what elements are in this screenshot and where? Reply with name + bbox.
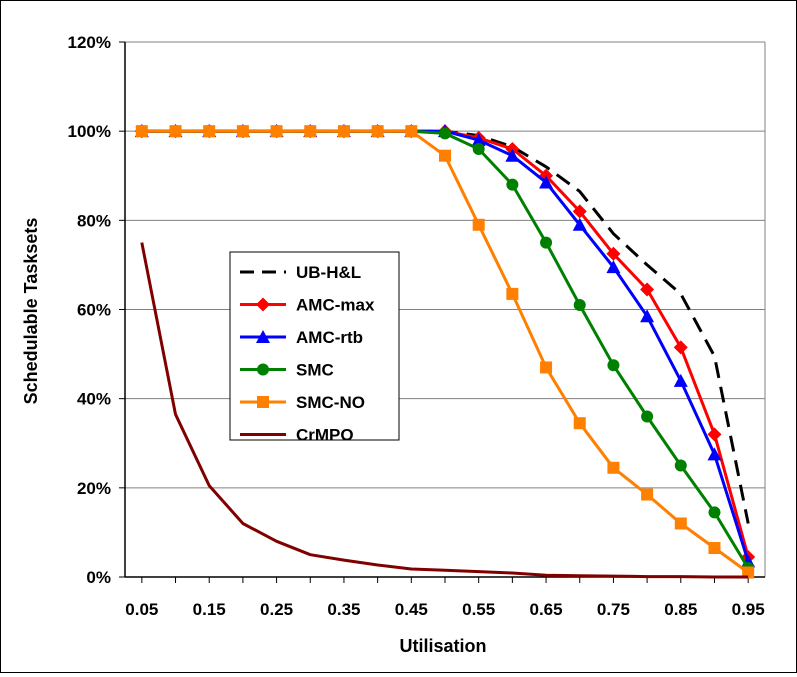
- data-point-square: [607, 461, 620, 474]
- data-point-square: [203, 125, 216, 138]
- legend-label: CrMPO: [296, 426, 354, 445]
- data-point-square: [641, 488, 654, 501]
- data-point-diamond: [606, 246, 621, 261]
- legend-label: UB-H&L: [296, 263, 361, 282]
- data-point-square: [540, 361, 553, 374]
- legend-entry: CrMPO: [240, 426, 354, 445]
- data-point-square: [506, 287, 519, 300]
- data-point-circle: [674, 459, 687, 472]
- x-tick-label: 0.05: [125, 600, 158, 619]
- x-tick-label: 0.65: [530, 600, 563, 619]
- data-point-square: [304, 125, 317, 138]
- data-point-circle: [607, 359, 620, 372]
- data-point-circle: [708, 506, 721, 519]
- data-point-square: [135, 125, 148, 138]
- data-point-triangle: [707, 447, 722, 461]
- data-point-triangle: [539, 175, 554, 189]
- x-tick-label: 0.25: [260, 600, 293, 619]
- axes: 0% 20% 40% 60% 80% 100% 120% 0.05 0.15 0.25 0.35 0.…: [68, 33, 765, 619]
- data-point-diamond: [707, 427, 722, 442]
- data-point-square: [708, 542, 721, 555]
- y-tick-label: 60%: [77, 301, 111, 320]
- legend-entry: SMC: [240, 361, 334, 380]
- legend-label: AMC-max: [296, 296, 375, 315]
- data-point-triangle: [673, 373, 688, 387]
- data-point-circle: [506, 178, 519, 191]
- data-point-diamond: [640, 282, 655, 297]
- legend-entry: UB-H&L: [240, 263, 361, 282]
- x-tick-label: 0.85: [664, 600, 697, 619]
- data-point-triangle: [471, 133, 486, 147]
- x-tick-label: 0.45: [395, 600, 428, 619]
- y-axis-title: Schedulable Tasksets: [21, 218, 41, 405]
- y-tick-label: 80%: [77, 211, 111, 230]
- data-point-square: [236, 125, 249, 138]
- data-point-triangle: [505, 148, 520, 162]
- data-point-circle: [540, 236, 553, 249]
- series-amc-rtb: [134, 124, 756, 568]
- y-tick-label: 100%: [68, 122, 111, 141]
- series-layer: [134, 124, 756, 579]
- data-point-circle: [573, 299, 586, 312]
- data-point-square: [257, 396, 269, 408]
- data-point-square: [169, 125, 182, 138]
- data-point-square: [405, 125, 418, 138]
- data-point-square: [674, 517, 687, 530]
- x-tick-label: 0.15: [193, 600, 226, 619]
- data-point-diamond: [572, 204, 587, 219]
- data-point-triangle: [256, 330, 270, 343]
- series-crmpo: [140, 242, 749, 579]
- data-point-square: [439, 149, 451, 162]
- data-point-diamond: [673, 340, 688, 355]
- data-point-triangle: [606, 260, 621, 274]
- x-axis-title: Utilisation: [399, 636, 486, 656]
- legend-label: SMC-NO: [296, 393, 365, 412]
- data-point-diamond: [256, 297, 270, 312]
- legend: UB-H&L AMC-max AMC-rtb SMC SMC-NO CrMPO: [229, 251, 400, 445]
- data-point-square: [371, 125, 384, 138]
- y-tick-label: 0%: [86, 568, 111, 587]
- data-point-circle: [641, 410, 654, 423]
- data-point-triangle: [572, 217, 587, 231]
- legend-label: AMC-rtb: [296, 328, 363, 347]
- data-point-square: [270, 125, 283, 138]
- legend-box: [229, 251, 400, 441]
- y-tick-label: 20%: [77, 479, 111, 498]
- y-tick-label: 120%: [68, 33, 111, 52]
- legend-entry: AMC-rtb: [240, 328, 363, 347]
- x-tick-label: 0.75: [597, 600, 630, 619]
- data-point-square: [573, 417, 586, 430]
- x-tick-label: 0.35: [327, 600, 360, 619]
- x-tick-label: 0.55: [462, 600, 495, 619]
- legend-entry: AMC-max: [240, 296, 375, 315]
- series-line: [140, 242, 749, 579]
- data-point-circle: [257, 363, 269, 376]
- data-point-triangle: [640, 309, 655, 323]
- legend-entry: SMC-NO: [240, 393, 365, 412]
- data-point-square: [472, 218, 485, 231]
- data-point-circle: [472, 143, 485, 155]
- x-tick-label: 0.95: [732, 600, 765, 619]
- legend-label: SMC: [296, 361, 334, 380]
- y-tick-label: 40%: [77, 390, 111, 409]
- data-point-square: [337, 125, 350, 138]
- series-smc-no: [135, 125, 755, 579]
- data-point-circle: [439, 127, 451, 140]
